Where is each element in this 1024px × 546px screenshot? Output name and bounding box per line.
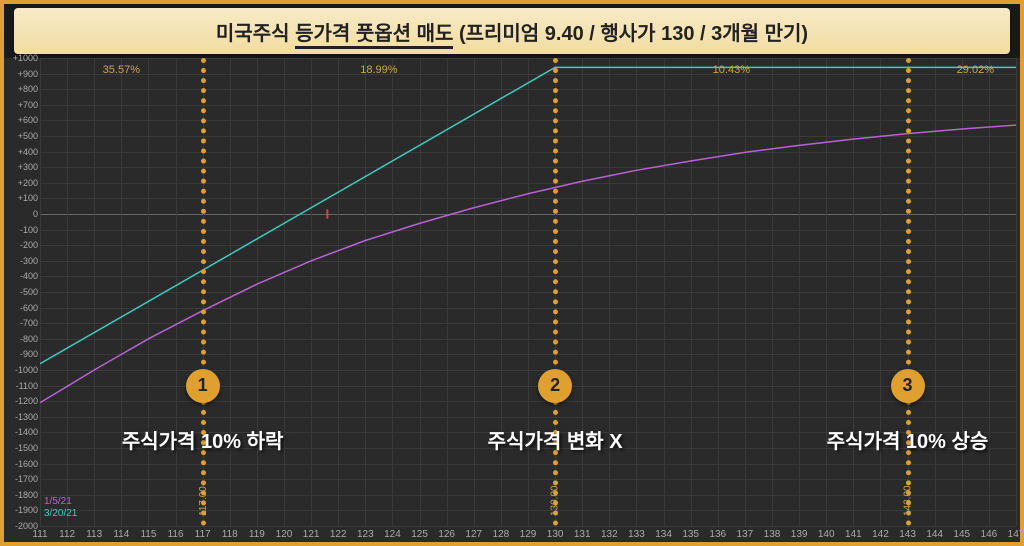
y-tick-label: +500 [6, 131, 38, 141]
title-suffix: (프리미엄 9.40 / 행사가 130 / 3개월 만기) [453, 23, 808, 45]
x-tick-label: 125 [411, 529, 428, 540]
y-tick-label: +700 [6, 100, 38, 110]
y-tick-label: -1300 [6, 412, 38, 422]
x-tick-label: 116 [168, 529, 184, 540]
pct-label: 18.99% [360, 64, 397, 76]
x-tick-label: 119 [249, 529, 265, 540]
chart-area: +1000+900+800+700+600+500+400+300+200+10… [4, 58, 1020, 542]
x-tick-label: 113 [86, 529, 102, 540]
x-tick-label: 112 [59, 529, 75, 540]
x-tick-label: 136 [709, 529, 726, 540]
pct-label: 29.02% [957, 64, 994, 76]
x-tick-label: 142 [872, 529, 889, 540]
y-tick-label: -1200 [6, 396, 38, 406]
y-tick-label: +800 [6, 84, 38, 94]
x-tick-label: 129 [520, 529, 537, 540]
x-tick-label: 131 [574, 529, 591, 540]
vdash-price-label: 143.00 [902, 485, 913, 516]
vdash-2 [553, 58, 558, 526]
annotation-3: 주식가격 10% 상승 [827, 425, 989, 454]
x-tick-label: 114 [113, 529, 129, 540]
y-tick-label: +100 [6, 193, 38, 203]
y-tick-label: +300 [6, 162, 38, 172]
y-tick-label: -200 [6, 240, 38, 250]
x-tick-label: 139 [791, 529, 808, 540]
badge-2: 2 [538, 369, 572, 403]
x-tick-label: 128 [493, 529, 510, 540]
y-tick-label: -400 [6, 271, 38, 281]
y-tick-label: -900 [6, 349, 38, 359]
y-tick-label: +900 [6, 69, 38, 79]
y-tick-label: -1500 [6, 443, 38, 453]
x-tick-label: 137 [737, 529, 754, 540]
vdash-price-label: 117.00 [198, 486, 209, 516]
x-tick-label: 123 [357, 529, 374, 540]
y-tick-label: +400 [6, 147, 38, 157]
badge-1: 1 [186, 369, 220, 403]
x-tick-label: 124 [384, 529, 401, 540]
x-tick-label: 118 [222, 529, 238, 540]
y-tick-label: -300 [6, 256, 38, 266]
x-tick-label: 130 [547, 529, 564, 540]
chart-frame: 미국주식 등가격 풋옵션 매도 (프리미엄 9.40 / 행사가 130 / 3… [0, 0, 1024, 546]
x-tick-label: 117 [195, 529, 211, 540]
x-tick-label: 126 [438, 529, 455, 540]
title-prefix: 미국주식 [216, 23, 295, 45]
pct-label: 35.57% [103, 64, 140, 76]
x-tick-label: 144 [926, 529, 943, 540]
y-tick-label: -1900 [6, 505, 38, 515]
y-tick-label: +200 [6, 178, 38, 188]
x-tick-label: 127 [465, 529, 482, 540]
x-tick-label: 146 [981, 529, 998, 540]
x-tick-label: 122 [330, 529, 347, 540]
series-now [40, 125, 1016, 403]
y-tick-label: -1600 [6, 459, 38, 469]
hgrid [40, 526, 1016, 527]
x-tick-label: 143 [899, 529, 916, 540]
y-tick-label: -1100 [6, 381, 38, 391]
y-tick-label: -1000 [6, 365, 38, 375]
x-tick-label: 111 [32, 529, 47, 540]
y-tick-label: -100 [6, 225, 38, 235]
x-tick-label: 115 [140, 529, 156, 540]
annotation-2: 주식가격 변화 X [488, 425, 623, 454]
title-underline: 등가격 풋옵션 매도 [295, 23, 453, 49]
vdash-3 [906, 58, 911, 526]
x-tick-label: 138 [764, 529, 781, 540]
y-tick-label: 0 [6, 209, 38, 219]
y-tick-label: -1700 [6, 474, 38, 484]
title-text: 미국주식 등가격 풋옵션 매도 (프리미엄 9.40 / 행사가 130 / 3… [216, 17, 808, 46]
x-tick-label: 145 [953, 529, 970, 540]
x-tick-label: 140 [818, 529, 835, 540]
legend: 1/5/213/20/21 [44, 496, 77, 520]
x-tick-label: 132 [601, 529, 618, 540]
x-tick-label: 135 [682, 529, 699, 540]
x-tick-label: 121 [303, 529, 320, 540]
x-tick-label: 141 [845, 529, 862, 540]
x-tick-label: 120 [276, 529, 293, 540]
plot-svg [40, 58, 1016, 526]
y-tick-label: -800 [6, 334, 38, 344]
vgrid [1016, 58, 1017, 526]
badge-3: 3 [891, 369, 925, 403]
pct-label: 10.43% [713, 64, 750, 76]
vdash-1 [201, 58, 206, 526]
x-tick-label: 147 [1008, 529, 1024, 540]
legend-expiry: 3/20/21 [44, 508, 77, 520]
x-tick-label: 133 [628, 529, 645, 540]
title-bar: 미국주식 등가격 풋옵션 매도 (프리미엄 9.40 / 행사가 130 / 3… [14, 8, 1010, 54]
y-tick-label: +1000 [6, 53, 38, 63]
annotation-1: 주식가격 10% 하락 [122, 425, 284, 454]
y-tick-label: -700 [6, 318, 38, 328]
y-tick-label: -1800 [6, 490, 38, 500]
y-tick-label: -600 [6, 303, 38, 313]
x-tick-label: 134 [655, 529, 672, 540]
legend-now: 1/5/21 [44, 496, 77, 508]
y-tick-label: -1400 [6, 427, 38, 437]
vdash-price-label: 130.00 [550, 485, 561, 516]
y-tick-label: +600 [6, 115, 38, 125]
y-tick-label: -500 [6, 287, 38, 297]
